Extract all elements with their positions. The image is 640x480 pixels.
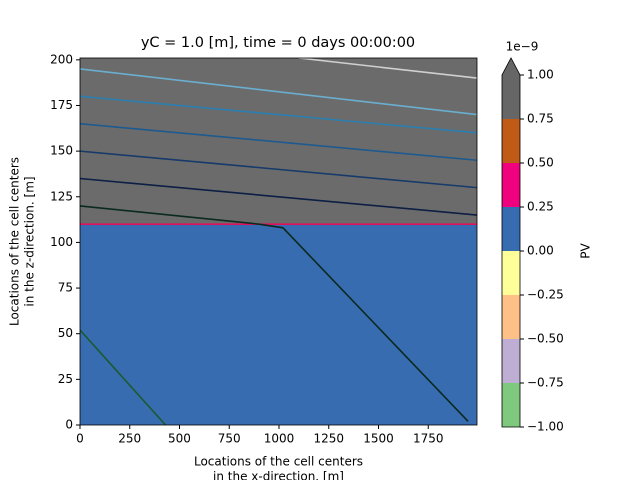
x-axis-label: in the x-direction. [m] [213, 470, 344, 480]
contour-line [80, 150, 477, 189]
contour-line [80, 122, 477, 162]
chart-title: yC = 1.0 [m], time = 0 days 00:00:00 [141, 35, 415, 51]
y-tick-label: 75 [58, 281, 73, 295]
y-tick-label: 100 [50, 235, 73, 249]
colorbar-frame [501, 57, 521, 428]
colorbar-tick-label: 0.00 [527, 244, 554, 258]
colorbar-bin [502, 163, 520, 207]
contour-line [80, 95, 477, 134]
colorbar-tick-label: 0.75 [527, 112, 554, 126]
y-tick-label: 175 [50, 98, 73, 112]
y-tick-label: 200 [50, 52, 73, 66]
x-tick-label: 1000 [264, 432, 295, 446]
colorbar-bin [502, 207, 520, 251]
y-tick-label: 150 [50, 144, 73, 158]
colorbar-bin [502, 295, 520, 339]
field-region [80, 224, 477, 425]
colorbar-tick-label: −0.75 [527, 376, 564, 390]
contour-line [80, 329, 167, 425]
contour-line [80, 205, 469, 422]
y-tick-label: 50 [58, 326, 73, 340]
colorbar-offset: 1e−9 [506, 40, 539, 54]
y-tick-label: 0 [65, 418, 73, 432]
contour-line [80, 177, 477, 216]
x-tick-label: 250 [118, 432, 141, 446]
colorbar-tick-label: −0.50 [527, 332, 564, 346]
colorbar-bin [502, 383, 520, 427]
colorbar-bin [502, 75, 520, 119]
y-axis-label: in the z-direction. [m] [23, 176, 37, 306]
colorbar-extension [502, 58, 520, 75]
colorbar-tick-label: 0.25 [527, 200, 554, 214]
colorbar-bin [502, 251, 520, 295]
x-tick-label: 500 [168, 432, 191, 446]
x-axis-label: Locations of the cell centers [194, 455, 363, 469]
y-tick-label: 25 [58, 372, 73, 386]
contour-line [298, 58, 477, 79]
y-axis-label: Locations of the cell centers [8, 157, 22, 326]
colorbar-tick-label: −0.25 [527, 288, 564, 302]
colorbar-tick-label: 0.50 [527, 156, 554, 170]
colorbar-bin [502, 119, 520, 163]
colorbar-tick-label: −1.00 [527, 420, 564, 434]
x-tick-label: 1500 [363, 432, 394, 446]
x-tick-label: 0 [76, 432, 84, 446]
colorbar-tick-label: 1.00 [527, 68, 554, 82]
x-tick-label: 1250 [313, 432, 344, 446]
x-tick-label: 750 [218, 432, 241, 446]
colorbar-bin [502, 339, 520, 383]
field-region [80, 58, 477, 225]
x-tick-label: 1750 [413, 432, 444, 446]
contour-line [80, 68, 477, 116]
y-tick-label: 125 [50, 189, 73, 203]
plot-area [80, 58, 477, 425]
colorbar-label: PV [579, 242, 593, 258]
